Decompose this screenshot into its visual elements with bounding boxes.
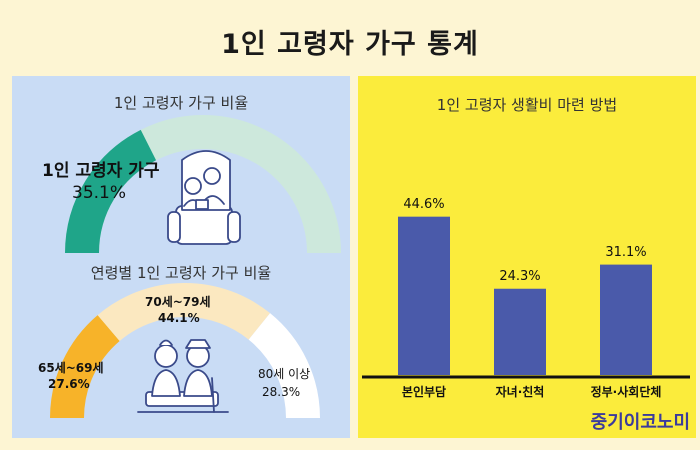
gauge-2-segment-65-69 [50,315,121,419]
elderly-couple-sofa-icon [167,150,241,245]
page-title: 1인 고령자 가구 통계 [221,29,479,60]
bar-category-government-social: 정부·사회단체 [590,385,662,399]
gauge-1-label: 1인 고령자 가구 [42,161,160,181]
bar-value-children-relatives: 24.3% [499,268,541,284]
bar-government-social [600,264,652,375]
gauge-1-value: 35.1% [72,183,127,203]
bar-children-relatives [494,288,546,375]
bar-category-children-relatives: 자녀·친척 [495,385,545,399]
gauge-2-label-80-plus: 80세 이상 [258,367,311,381]
gauge-2-value-70-79: 44.1% [158,311,200,325]
gauge-1-title: 1인 고령자 가구 비율 [113,94,249,112]
gauge-2-segment-70-79 [97,283,271,342]
bar-value-own-expense: 44.6% [403,196,445,212]
gauge-2-title: 연령별 1인 고령자 가구 비율 [90,264,272,282]
gauge-2-value-80-plus: 28.3% [262,385,301,399]
elderly-couple-icon [137,339,229,413]
gauge-2-value-65-69: 27.6% [48,377,90,391]
bar-value-government-social: 31.1% [605,244,647,260]
bar-own-expense [398,216,450,375]
gauge-2-segment-80-plus [248,313,320,419]
bar-category-own-expense: 본인부담 [401,385,447,399]
gauge-2-label-65-69: 65세~69세 [38,361,104,375]
bar-chart-title: 1인 고령자 생활비 마련 방법 [436,96,618,114]
gauge-2-label-70-79: 70세~79세 [145,295,211,309]
brand-logo: 중기이코노미 [590,412,690,433]
gauge-1-value-arc [65,129,157,254]
